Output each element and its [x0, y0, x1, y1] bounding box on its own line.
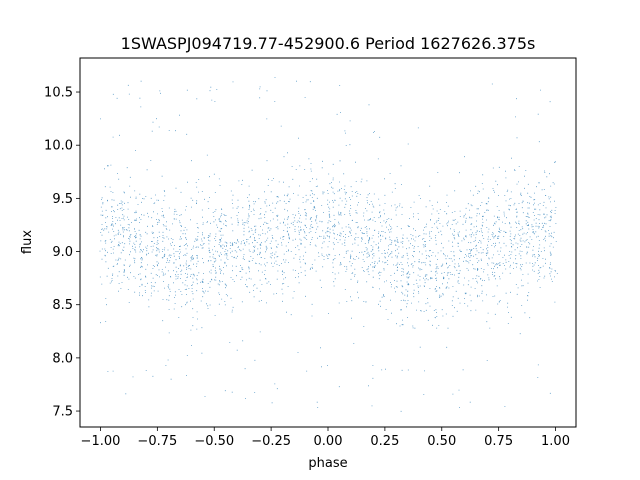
y-tick-label: 10.5 [44, 86, 73, 101]
x-tick-label: −0.50 [194, 434, 234, 449]
y-tick-label: 8.5 [52, 298, 73, 313]
y-tick-label: 10.0 [44, 139, 73, 154]
x-tick-label: 0.00 [314, 434, 343, 449]
y-tick-label: 8.0 [52, 351, 73, 366]
x-tick-label: 0.75 [484, 434, 513, 449]
y-axis: 7.5 8.0 8.5 9.0 9.5 10.0 10.5 [44, 86, 80, 420]
x-tick-label: −0.75 [137, 434, 177, 449]
y-axis-label: flux [20, 230, 35, 254]
y-tick-label: 9.5 [52, 192, 73, 207]
chart-title: 1SWASPJ094719.77-452900.6 Period 1627626… [121, 34, 536, 53]
x-tick-label: −0.25 [251, 434, 291, 449]
x-tick-label: −1.00 [81, 434, 121, 449]
x-tick-label: 0.25 [370, 434, 399, 449]
x-tick-label: 1.00 [541, 434, 570, 449]
x-axis: −1.00 −0.75 −0.50 −0.25 0.00 0.25 0.50 0.75 1.00 [81, 427, 570, 449]
y-tick-label: 9.0 [52, 245, 73, 260]
x-axis-label: phase [308, 456, 347, 471]
y-tick-label: 7.5 [52, 405, 73, 420]
x-tick-label: 0.50 [427, 434, 456, 449]
